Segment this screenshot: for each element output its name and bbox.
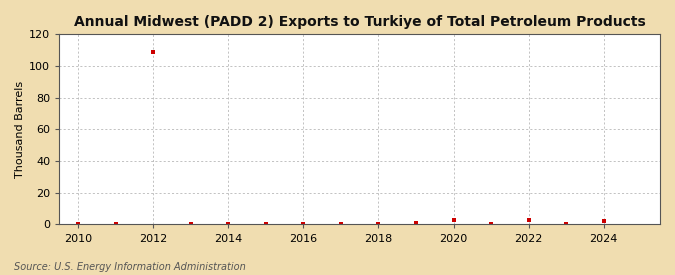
Y-axis label: Thousand Barrels: Thousand Barrels	[15, 81, 25, 178]
Text: Source: U.S. Energy Information Administration: Source: U.S. Energy Information Administ…	[14, 262, 245, 272]
Title: Annual Midwest (PADD 2) Exports to Turkiye of Total Petroleum Products: Annual Midwest (PADD 2) Exports to Turki…	[74, 15, 645, 29]
